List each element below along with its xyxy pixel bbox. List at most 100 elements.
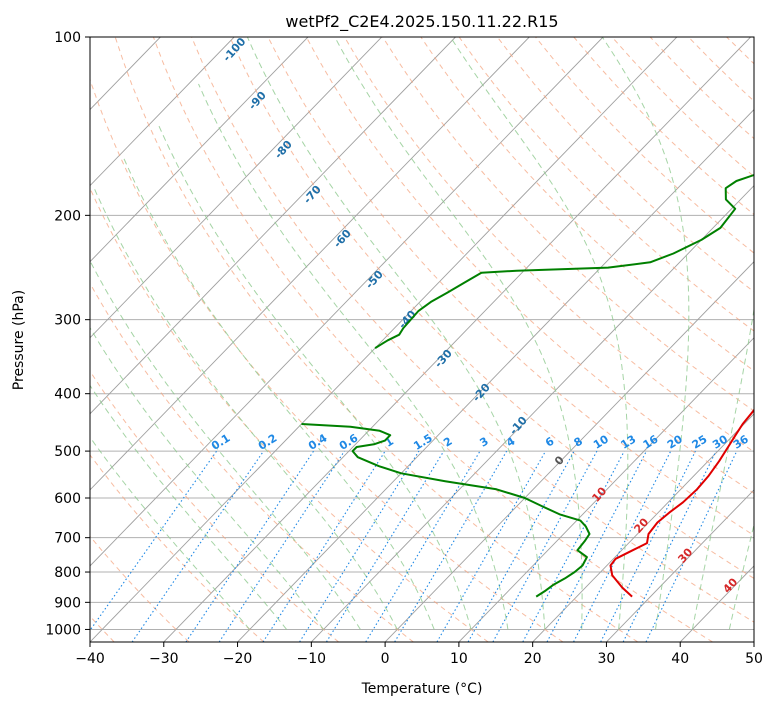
- mixing-ratio-label: 1.5: [411, 431, 434, 452]
- x-tick-label: 20: [524, 651, 542, 667]
- moist-adiabat-line: [601, 37, 690, 630]
- moist-adiabat-line: [90, 384, 287, 630]
- dry-adiabat-label: -60: [331, 227, 354, 251]
- moist-adiabat-line: [90, 326, 324, 630]
- y-tick-label: 1000: [45, 622, 81, 638]
- dry-adiabat-line: [458, 37, 754, 332]
- dry-adiabat-line: [765, 37, 775, 642]
- y-tick-label: 100: [54, 30, 81, 46]
- x-tick-label: 30: [598, 651, 616, 667]
- moist-adiabat-line: [198, 83, 509, 630]
- dry-adiabat-line: [152, 37, 713, 642]
- mixing-ratio-line: [185, 450, 315, 642]
- dry-adiabat-label: -100: [220, 35, 248, 64]
- dry-adiabat-line: [90, 454, 265, 642]
- moist-adiabat-line: [691, 306, 754, 630]
- isotherm-line: [384, 261, 754, 642]
- isotherm-line: [606, 489, 754, 642]
- plot-area: 0.1 0.2 0.4 0.6 1 1.5 2 3 4 6 8 10 13 16 20 25 30 36-100-…: [90, 35, 775, 642]
- x-axis: −40 −30 −20 −10 0 10 20 30 40 50: [75, 642, 763, 667]
- dewpoint-profile-line: [301, 173, 754, 598]
- chart-title: wetPf2_C2E4.2025.150.11.22.R15: [285, 12, 558, 32]
- moist-adiabat-line: [123, 157, 435, 630]
- moist-adiabat-line: [93, 187, 398, 630]
- dry-adiabat-label: 30: [675, 545, 695, 565]
- mixing-ratio-label: 16: [641, 432, 661, 451]
- dry-adiabat-label: 10: [589, 484, 609, 504]
- mixing-ratio-label: 36: [731, 432, 751, 451]
- y-tick-label: 800: [54, 565, 81, 581]
- mixing-ratio-line: [645, 450, 738, 642]
- isotherm-line: [90, 37, 456, 415]
- y-tick-label: 200: [54, 208, 81, 224]
- mixing-ratio-line: [600, 450, 696, 642]
- dry-adiabat-line: [305, 37, 754, 494]
- isotherm-line: [90, 37, 678, 642]
- isotherm-line: [90, 37, 604, 567]
- dry-adiabat-line: [420, 37, 754, 372]
- mixing-ratio-label: 0.4: [306, 431, 330, 453]
- mixing-ratio-line: [325, 450, 445, 642]
- dry-adiabat-line: [726, 37, 754, 65]
- y-tick-label: 900: [54, 595, 81, 611]
- dry-adiabat-label: -70: [301, 183, 324, 207]
- moist-adiabat-line: [90, 259, 361, 630]
- dry-adiabat-line: [90, 77, 564, 642]
- dry-adiabat-label: -50: [363, 268, 386, 292]
- y-axis-title: Pressure (hPa): [11, 290, 27, 390]
- isotherm-line: [311, 184, 754, 642]
- dry-adiabat-line: [344, 37, 754, 453]
- isotherm-line: [237, 108, 754, 642]
- moist-adiabat-line: [246, 37, 546, 630]
- dry-adiabat-label: -40: [396, 308, 419, 332]
- mixing-ratio-label: 0.2: [256, 431, 279, 452]
- x-tick-label: 10: [450, 651, 468, 667]
- dry-adiabat-line: [90, 187, 489, 642]
- dry-adiabat-label: -20: [470, 381, 493, 405]
- mixing-ratio-label: 10: [591, 432, 611, 451]
- mixing-ratio-line: [522, 450, 625, 642]
- mixing-ratio-label: 20: [665, 432, 685, 451]
- mixing-ratio-line: [573, 450, 672, 642]
- dry-adiabat-line: [90, 370, 339, 642]
- isotherm-line: [90, 37, 530, 491]
- moist-adiabat-line: [157, 123, 472, 630]
- isotherm-line: [163, 37, 751, 642]
- dry-adiabat-label: 0: [552, 453, 567, 468]
- moist-adiabat-line: [90, 436, 251, 630]
- x-tick-label: −30: [149, 651, 179, 667]
- mixing-ratio-line: [299, 450, 420, 642]
- isotherm-line: [90, 37, 235, 187]
- mixing-ratio-line: [467, 450, 575, 642]
- isotherm-line: [90, 37, 383, 339]
- dry-adiabat-line: [573, 37, 754, 216]
- mixing-ratio-line: [622, 450, 717, 642]
- y-tick-label: 400: [54, 387, 81, 403]
- y-tick-label: 600: [54, 491, 81, 507]
- y-tick-label: 700: [54, 531, 81, 547]
- mixing-ratio-label: 25: [690, 433, 710, 452]
- dry-adiabat-line: [114, 37, 639, 642]
- mixing-ratio-line: [394, 450, 508, 642]
- mixing-ratio-line: [90, 450, 218, 632]
- dry-adiabat-label: -30: [432, 347, 455, 371]
- mixing-ratio-label: 0.6: [337, 431, 361, 453]
- moist-adiabat-line: [728, 522, 754, 630]
- isotherm-line: [90, 37, 309, 263]
- temperature-profile-line: [609, 408, 754, 598]
- dry-adiabat-line: [229, 37, 754, 579]
- dry-adiabat-label: 40: [720, 575, 740, 595]
- dry-adiabat-line: [191, 37, 754, 623]
- x-tick-label: 40: [671, 651, 689, 667]
- dry-adiabat-line: [688, 37, 754, 102]
- mixing-ratio-line: [436, 450, 547, 642]
- isotherm-line: [532, 413, 754, 642]
- x-tick-label: −10: [297, 651, 327, 667]
- mixing-ratio-line: [365, 450, 481, 642]
- mixing-ratio-line: [546, 450, 647, 642]
- dry-adiabat-line: [90, 535, 190, 642]
- mixing-ratio-label: 2: [441, 435, 454, 450]
- isotherm-line: [458, 337, 754, 642]
- dry-adiabat-line: [611, 37, 754, 178]
